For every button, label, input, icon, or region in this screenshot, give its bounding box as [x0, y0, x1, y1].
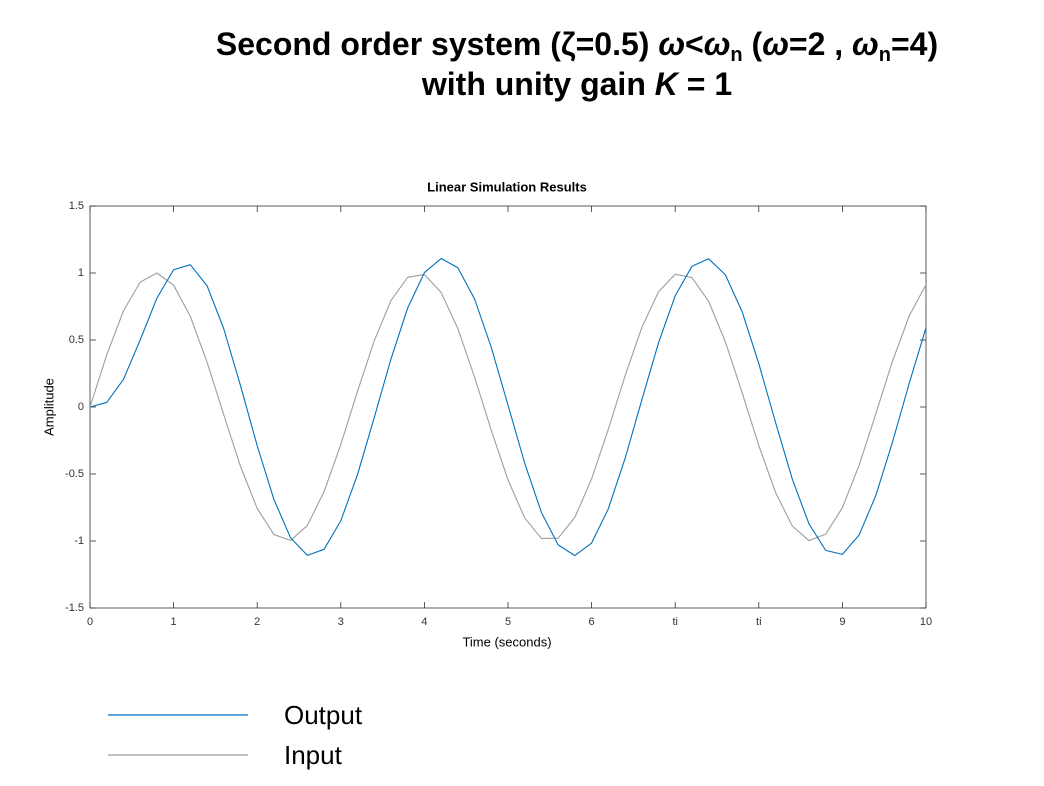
- heading: Second order system (ζ=0.5) ω<ωn (ω=2 , …: [110, 24, 1044, 104]
- heading-line-1: Second order system (ζ=0.5) ω<ωn (ω=2 , …: [110, 24, 1044, 66]
- heading-text: n: [730, 44, 743, 66]
- heading-text: with unity gain: [421, 66, 655, 102]
- x-tick-label: 6: [589, 616, 595, 628]
- x-tick-label: 3: [338, 616, 344, 628]
- x-tick-label: 1: [171, 616, 177, 628]
- series-line: [89, 257, 927, 557]
- x-axis-label: Time (seconds): [462, 634, 551, 649]
- y-tick-label: 1.5: [69, 200, 84, 212]
- x-tick-label: ti: [756, 616, 762, 628]
- heading-text: Second order system (ζ=0.5): [215, 26, 659, 62]
- y-tick-label: 0.5: [69, 334, 84, 346]
- y-tick-label: -0.5: [65, 468, 84, 480]
- heading-text: ω: [852, 26, 879, 62]
- chart-title: Linear Simulation Results: [427, 179, 587, 194]
- x-tick-label: ti: [672, 616, 678, 628]
- heading-text: n: [878, 44, 891, 66]
- y-tick-label: -1.5: [65, 602, 84, 614]
- heading-line-2: with unity gain K = 1: [110, 64, 1044, 104]
- legend-label: Input: [284, 740, 343, 770]
- heading-text: =2 ,: [788, 26, 853, 62]
- heading-text: ω: [762, 26, 789, 62]
- y-tick-label: -1: [74, 535, 84, 547]
- heading-text: ω: [703, 26, 731, 62]
- x-tick-label: 0: [87, 616, 93, 628]
- series-line: [89, 272, 927, 542]
- x-tick-label: 9: [839, 616, 845, 628]
- heading-text: K: [654, 66, 678, 102]
- heading-text: <: [685, 26, 704, 62]
- y-tick-label: 1: [78, 267, 84, 279]
- x-tick-label: 5: [505, 616, 511, 628]
- x-tick-label: 2: [254, 616, 260, 628]
- y-axis-label: Amplitude: [41, 378, 56, 436]
- heading-text: = 1: [677, 66, 733, 102]
- legend-label: Output: [284, 700, 363, 730]
- heading-text: ω: [658, 26, 686, 62]
- x-tick-label: 10: [920, 616, 932, 628]
- heading-text: =4): [890, 26, 939, 62]
- heading-text: (: [742, 26, 763, 62]
- x-tick-label: 4: [421, 616, 427, 628]
- y-tick-label: 0: [78, 401, 84, 413]
